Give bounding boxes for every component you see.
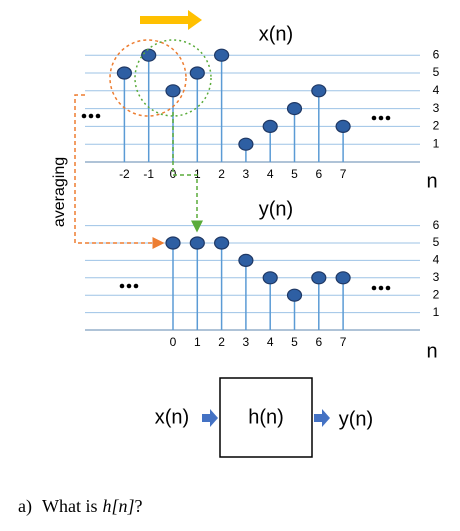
direction-arrow bbox=[140, 10, 202, 30]
x-tick-label: 5 bbox=[291, 167, 298, 181]
x-tick-label: 3 bbox=[243, 167, 250, 181]
output-label: y(n) bbox=[339, 408, 373, 430]
y-tick-label: 4 bbox=[433, 253, 440, 267]
x-tick-label: 5 bbox=[291, 335, 298, 349]
sample-dot bbox=[116, 66, 133, 80]
sample-dot bbox=[214, 48, 230, 62]
ellipsis bbox=[81, 113, 391, 291]
question-math: h[n] bbox=[102, 496, 134, 516]
input-label: x(n) bbox=[155, 406, 189, 428]
y-tick-label: 2 bbox=[433, 119, 440, 133]
y-tick-label: 6 bbox=[433, 218, 440, 232]
sample-dot bbox=[262, 119, 278, 134]
y-tick-label: 6 bbox=[433, 47, 440, 61]
y-tick-label: 5 bbox=[433, 235, 440, 249]
sample-dot bbox=[141, 48, 157, 62]
x-tick-label: 4 bbox=[267, 335, 274, 349]
sample-dot bbox=[165, 236, 181, 250]
x-tick-label: 0 bbox=[170, 167, 177, 181]
sample-dot bbox=[189, 66, 205, 80]
axis-label: n bbox=[426, 170, 437, 192]
sample-dot bbox=[238, 253, 254, 267]
y-tick-label: 2 bbox=[433, 287, 440, 301]
x-tick-label: 6 bbox=[315, 167, 322, 181]
x-tick-label: 7 bbox=[340, 335, 347, 349]
side-label: averaging bbox=[51, 157, 68, 227]
plots: 1 2 3 4 5 6 x(n) n -2 -1 0 1 2 3 4 5 6 7 1 2 3 4 5 6 y(n) n 0 1 2 3 4 5… bbox=[85, 23, 440, 362]
question-text: What is bbox=[42, 496, 98, 516]
sample-dot bbox=[214, 236, 230, 250]
plot-title: y(n) bbox=[259, 198, 293, 220]
x-tick-label: 2 bbox=[218, 335, 225, 349]
sample-dot bbox=[335, 119, 351, 134]
arrow bbox=[202, 409, 218, 427]
y-tick-label: 3 bbox=[433, 101, 440, 115]
sample-dot bbox=[335, 271, 351, 285]
plot-title: x(n) bbox=[259, 23, 293, 45]
y-tick-label: 5 bbox=[433, 65, 440, 79]
x-tick-label: -2 bbox=[119, 167, 130, 181]
question-label: a) bbox=[18, 496, 32, 517]
x-tick-label: 6 bbox=[315, 335, 322, 349]
sample-dot bbox=[262, 271, 278, 285]
sample-dot bbox=[286, 101, 303, 116]
averaging-arrow bbox=[74, 94, 165, 249]
sample-dot bbox=[286, 288, 303, 302]
sample-dot bbox=[311, 271, 327, 285]
question: a) What is h[n]? bbox=[18, 496, 143, 517]
y-tick-label: 4 bbox=[433, 83, 440, 97]
window-circle bbox=[109, 39, 187, 117]
x-tick-label: 7 bbox=[340, 167, 347, 181]
x-tick-label: 0 bbox=[170, 335, 177, 349]
y-tick-label: 3 bbox=[433, 270, 440, 284]
x-tick-label: 3 bbox=[243, 335, 250, 349]
question-end: ? bbox=[135, 496, 143, 516]
sample-dot bbox=[311, 84, 327, 98]
system-label: h(n) bbox=[248, 406, 284, 428]
system-box bbox=[219, 377, 313, 458]
y-tick-label: 1 bbox=[433, 136, 440, 150]
x-tick-label: 1 bbox=[194, 167, 201, 181]
averaging-arrow bbox=[172, 112, 203, 233]
x-tick-label: 1 bbox=[194, 335, 201, 349]
sample-dot bbox=[189, 236, 205, 250]
arrow bbox=[314, 409, 330, 427]
sample-dot bbox=[165, 84, 181, 98]
axis-label: n bbox=[426, 340, 437, 362]
y-tick-label: 1 bbox=[433, 305, 440, 319]
x-tick-label: -1 bbox=[143, 167, 154, 181]
x-tick-label: 2 bbox=[218, 167, 225, 181]
sample-dot bbox=[238, 137, 254, 151]
window-circle bbox=[134, 39, 212, 117]
x-tick-label: 4 bbox=[267, 167, 274, 181]
